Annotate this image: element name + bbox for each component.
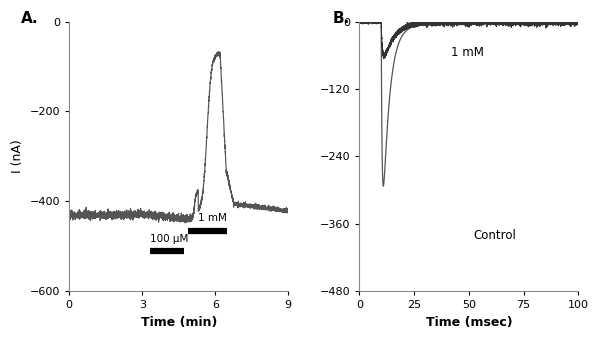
Text: 100 µM: 100 µM xyxy=(149,234,188,244)
Text: 1 mM: 1 mM xyxy=(198,213,227,223)
Y-axis label: I (nA): I (nA) xyxy=(11,139,24,173)
Text: 1 mM: 1 mM xyxy=(451,46,484,59)
Text: Control: Control xyxy=(473,228,516,242)
X-axis label: Time (min): Time (min) xyxy=(140,316,217,329)
Text: B.: B. xyxy=(333,11,350,26)
Text: A.: A. xyxy=(21,11,38,26)
X-axis label: Time (msec): Time (msec) xyxy=(425,316,512,329)
